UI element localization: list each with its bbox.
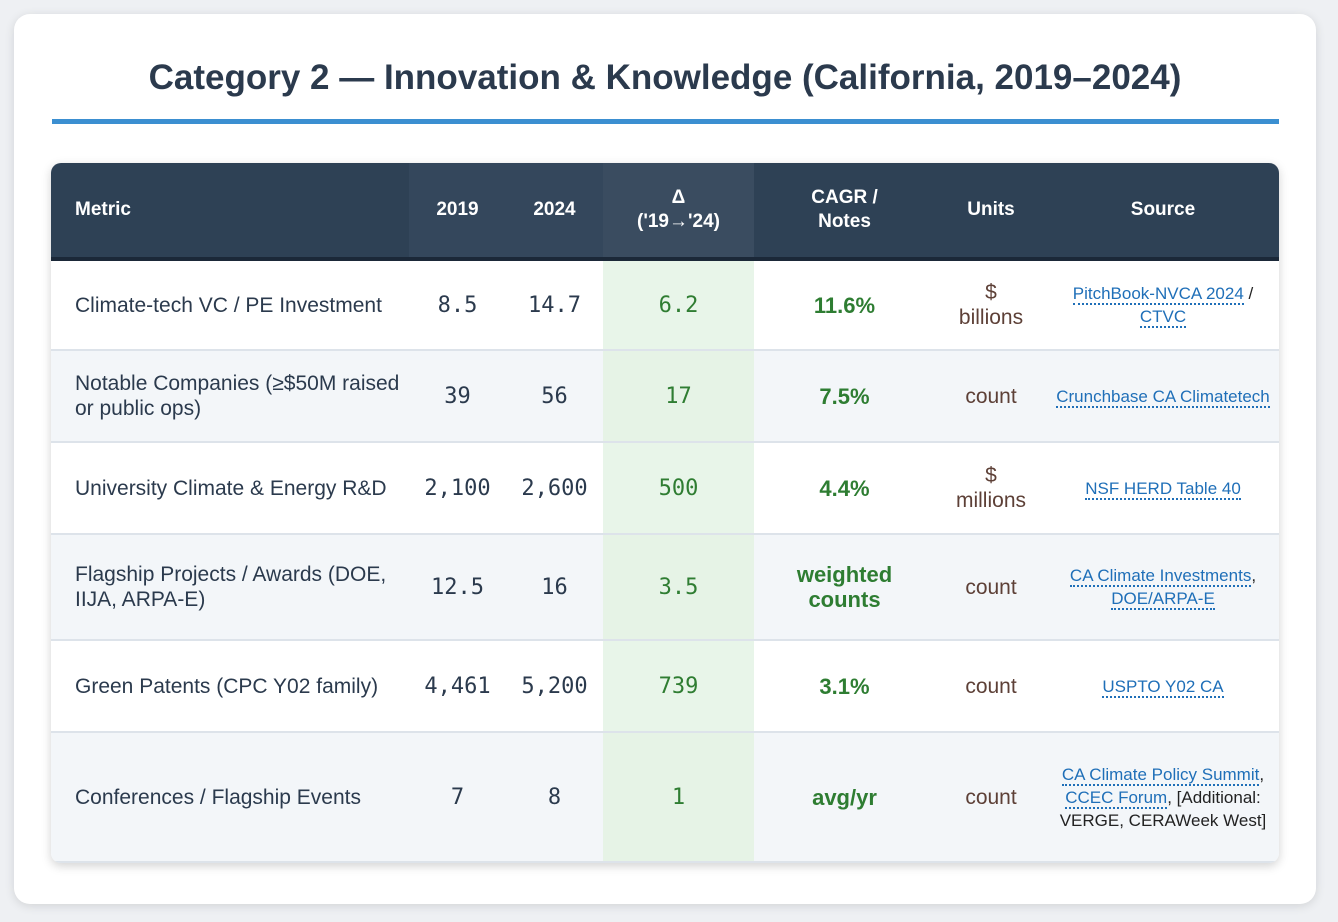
cell-metric: Conferences / Flagship Events — [51, 732, 409, 863]
units-line1: $ — [985, 464, 997, 487]
source-link[interactable]: USPTO Y02 CA — [1102, 676, 1224, 698]
table-header-row: Metric 2019 2024 Δ ('19→'24) CAGR / Note… — [51, 163, 1279, 261]
page-title: Category 2 — Innovation & Knowledge (Cal… — [148, 58, 1182, 97]
cell-cagr: weighted counts — [754, 534, 935, 641]
table-row: Flagship Projects / Awards (DOE, IIJA, A… — [51, 534, 1279, 641]
cell-metric: Green Patents (CPC Y02 family) — [51, 640, 409, 733]
cell-units: count — [935, 640, 1047, 733]
cell-2019: 7 — [409, 732, 506, 863]
cell-2024: 5,200 — [506, 640, 603, 733]
cell-2019: 39 — [409, 350, 506, 443]
cell-2019: 8.5 — [409, 259, 506, 351]
cell-units: $ millions — [935, 442, 1047, 535]
header-cagr-line2: Notes — [818, 211, 871, 232]
cell-delta: 500 — [603, 442, 754, 535]
cell-2019: 4,461 — [409, 640, 506, 733]
cell-source: Crunchbase CA Climatetech — [1047, 350, 1279, 443]
header-2019: 2019 — [409, 163, 506, 261]
table-row: Climate-tech VC / PE Investment 8.5 14.7 6.… — [51, 259, 1279, 351]
cell-source: CA Climate Policy Summit, CCEC Forum, [A… — [1047, 732, 1279, 863]
source-link[interactable]: CCEC Forum — [1065, 787, 1168, 809]
units-line2: billions — [958, 306, 1024, 329]
cell-2024: 16 — [506, 534, 603, 641]
header-cagr-line1: CAGR / — [811, 187, 878, 208]
cell-cagr: 7.5% — [754, 350, 935, 443]
source-link[interactable]: CA Climate Investments — [1069, 566, 1252, 587]
table-body: Climate-tech VC / PE Investment 8.5 14.7 6.… — [51, 259, 1279, 863]
cell-source: CA Climate Investments, DOE/ARPA-E — [1047, 534, 1279, 641]
source-text: , [Additional: VERGE, CERAWeek West] — [1059, 787, 1267, 830]
cell-2024: 8 — [506, 732, 603, 863]
table-row: Green Patents (CPC Y02 family) 4,461 5,200… — [51, 640, 1279, 733]
source-link[interactable]: CA Climate Policy Summit — [1061, 764, 1260, 786]
header-source: Source — [1047, 163, 1279, 261]
source-text: / — [1243, 284, 1254, 303]
cell-source: NSF HERD Table 40 — [1047, 442, 1279, 535]
units-line1: $ — [985, 281, 997, 304]
table-row: Notable Companies (≥$50M raised or publi… — [51, 350, 1279, 443]
cell-units: count — [935, 534, 1047, 641]
cell-2024: 56 — [506, 350, 603, 443]
cell-metric: Notable Companies (≥$50M raised or publi… — [51, 350, 409, 443]
cell-2019: 12.5 — [409, 534, 506, 641]
units-line1: count — [965, 575, 1017, 599]
header-units: Units — [935, 163, 1047, 261]
units-line1: count — [965, 785, 1017, 809]
units-line1: count — [965, 384, 1017, 408]
header-delta-symbol: Δ — [671, 187, 686, 208]
cell-delta: 17 — [603, 350, 754, 443]
cell-delta: 1 — [603, 732, 754, 863]
units-line2: millions — [955, 489, 1026, 512]
header-delta-range: ('19→'24) — [637, 211, 720, 232]
metrics-table: Metric 2019 2024 Δ ('19→'24) CAGR / Note… — [51, 163, 1279, 863]
cell-delta: 3.5 — [603, 534, 754, 641]
cell-metric: Climate-tech VC / PE Investment — [51, 259, 409, 351]
header-metric: Metric — [51, 163, 409, 261]
cell-units: count — [935, 350, 1047, 443]
cell-metric: University Climate & Energy R&D — [51, 442, 409, 535]
source-link[interactable]: DOE/ARPA-E — [1111, 589, 1215, 610]
source-link[interactable]: Crunchbase CA Climatetech — [1056, 386, 1270, 408]
units-line1: count — [965, 674, 1017, 698]
source-link[interactable]: NSF HERD Table 40 — [1085, 478, 1241, 500]
cell-cagr: 3.1% — [754, 640, 935, 733]
source-link[interactable]: CTVC — [1139, 307, 1187, 328]
table-row: University Climate & Energy R&D 2,100 2,60… — [51, 442, 1279, 535]
source-text: , — [1251, 566, 1257, 585]
report-card: Category 2 — Innovation & Knowledge (Cal… — [14, 14, 1316, 904]
title-divider — [52, 119, 1279, 124]
cell-delta: 739 — [603, 640, 754, 733]
cell-2019: 2,100 — [409, 442, 506, 535]
cell-units: count — [935, 732, 1047, 863]
header-delta: Δ ('19→'24) — [603, 163, 754, 261]
cell-source: PitchBook-NVCA 2024 / CTVC — [1047, 259, 1279, 351]
metrics-table-container: Metric 2019 2024 Δ ('19→'24) CAGR / Note… — [51, 163, 1279, 863]
source-text: , — [1259, 764, 1265, 784]
table-row: Conferences / Flagship Events 7 8 1 avg/yr co… — [51, 732, 1279, 863]
cell-cagr: 4.4% — [754, 442, 935, 535]
header-2024: 2024 — [506, 163, 603, 261]
cell-metric: Flagship Projects / Awards (DOE, IIJA, A… — [51, 534, 409, 641]
cell-2024: 14.7 — [506, 259, 603, 351]
cell-cagr: 11.6% — [754, 259, 935, 351]
cell-cagr: avg/yr — [754, 732, 935, 863]
header-cagr: CAGR / Notes — [754, 163, 935, 261]
cell-delta: 6.2 — [603, 259, 754, 351]
cell-units: $ billions — [935, 259, 1047, 351]
source-link[interactable]: PitchBook-NVCA 2024 — [1072, 284, 1244, 305]
cell-2024: 2,600 — [506, 442, 603, 535]
cell-source: USPTO Y02 CA — [1047, 640, 1279, 733]
